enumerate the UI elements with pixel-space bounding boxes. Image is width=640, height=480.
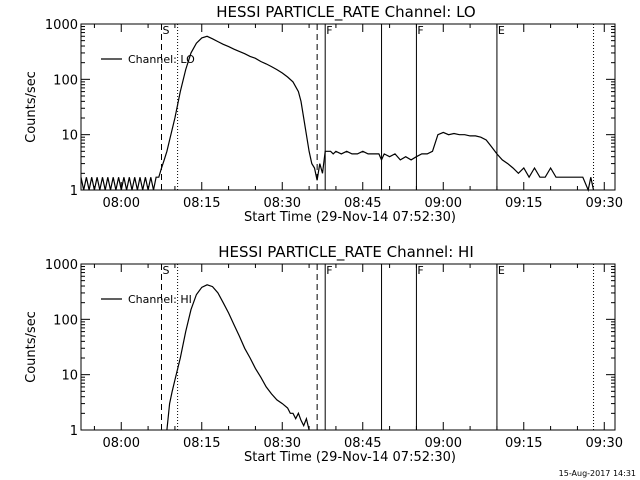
y-axis-label: Counts/sec	[24, 311, 39, 383]
x-tick-label: 09:15	[505, 436, 542, 451]
x-tick-label: 09:30	[586, 196, 623, 211]
chart-title: HESSI PARTICLE_RATE Channel: HI	[218, 243, 474, 262]
marker-label: F	[326, 264, 332, 277]
x-tick-label: 09:15	[505, 196, 542, 211]
y-tick-label: 1000	[45, 18, 78, 33]
y-tick-label: 100	[53, 73, 78, 88]
y-tick-label: 10	[61, 129, 78, 144]
marker-label: F	[417, 24, 423, 37]
x-tick-label: 08:30	[264, 436, 301, 451]
plot-frame	[80, 23, 616, 191]
x-tick-label: 08:15	[183, 436, 220, 451]
series-line	[166, 284, 310, 431]
marker-label: E	[498, 24, 505, 37]
x-tick-label: 08:00	[103, 196, 140, 211]
x-axis-label: Start Time (29-Nov-14 07:52:30)	[244, 210, 456, 225]
x-tick-label: 08:30	[264, 196, 301, 211]
x-tick-label: 09:00	[425, 436, 462, 451]
y-tick-label: 1000	[45, 258, 78, 273]
marker-label: F	[417, 264, 423, 277]
panel-lo: HESSI PARTICLE_RATE Channel: LO 1 10 100 100…	[24, 3, 623, 225]
y-tick-label: 10	[61, 369, 78, 384]
x-tick-label: 08:00	[103, 436, 140, 451]
x-axis-label: Start Time (29-Nov-14 07:52:30)	[244, 450, 456, 465]
y-axis-label: Counts/sec	[24, 71, 39, 143]
x-tick-label: 09:00	[425, 196, 462, 211]
marker-label: S	[163, 264, 170, 277]
x-tick-label: 08:45	[344, 436, 381, 451]
marker-label: F	[326, 24, 332, 37]
series-line	[80, 35, 595, 193]
x-tick-label: 08:15	[183, 196, 220, 211]
x-tick-label: 08:45	[344, 196, 381, 211]
plot-frame	[80, 263, 616, 431]
panel-hi: HESSI PARTICLE_RATE Channel: HI 1 10 100 100…	[24, 243, 623, 465]
marker-label: E	[498, 264, 505, 277]
marker-label: S	[163, 24, 170, 37]
legend-label: Channel: HI	[128, 293, 192, 306]
y-tick-label: 100	[53, 313, 78, 328]
chart-title: HESSI PARTICLE_RATE Channel: LO	[216, 3, 475, 22]
legend-label: Channel: LO	[128, 53, 195, 66]
plot-timestamp: 15-Aug-2017 14:31	[559, 469, 636, 478]
y-tick-label: 1	[70, 424, 78, 439]
x-tick-label: 09:30	[586, 436, 623, 451]
y-tick-label: 1	[70, 184, 78, 199]
